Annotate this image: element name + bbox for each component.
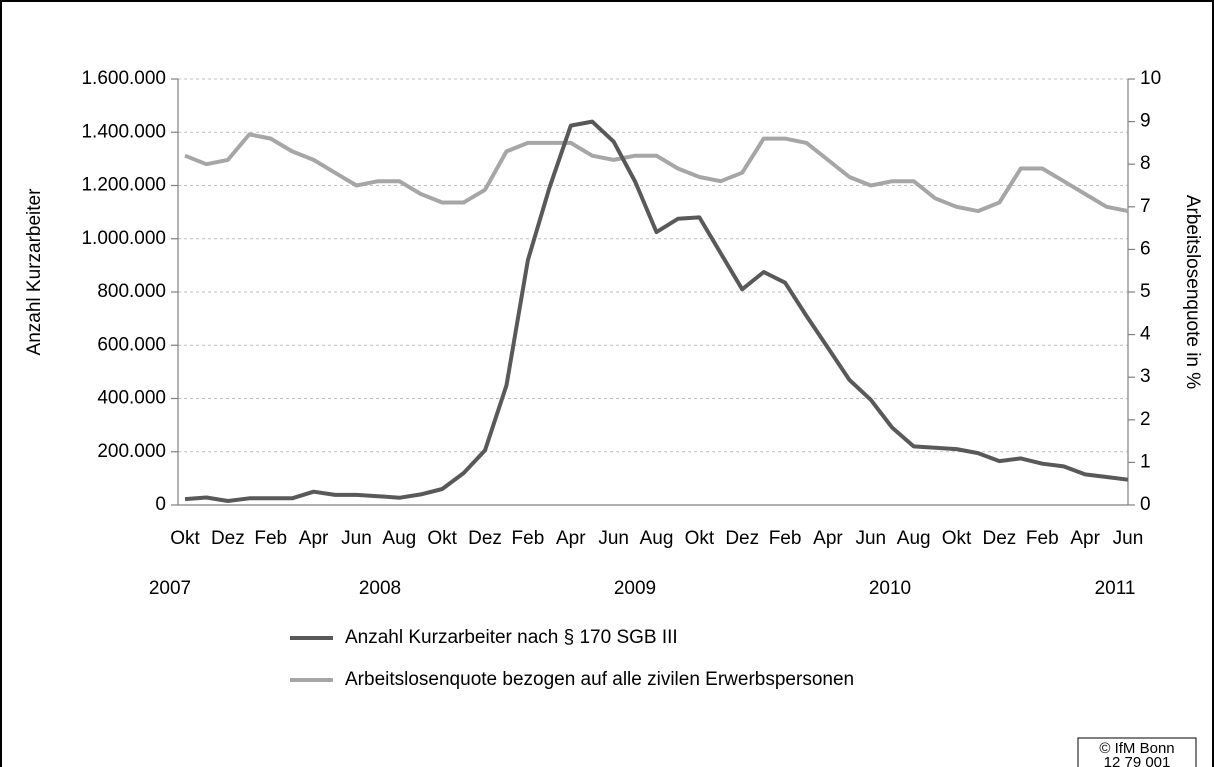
x-tick-label: Feb xyxy=(254,528,287,549)
year-label: 2010 xyxy=(869,578,911,599)
x-tick-label: Aug xyxy=(640,528,674,549)
x-tick-label: Dez xyxy=(468,528,502,549)
y-axis-label: Anzahl Kurzarbeiter xyxy=(24,188,45,356)
x-tick-label: Apr xyxy=(556,528,586,549)
y2-tick-label: 4 xyxy=(1140,324,1151,345)
x-tick-label: Okt xyxy=(942,528,972,549)
x-tick-label: Okt xyxy=(170,528,200,549)
y2-tick-label: 10 xyxy=(1140,68,1161,89)
x-tick-label: Jun xyxy=(1113,528,1144,549)
x-tick-label: Dez xyxy=(211,528,245,549)
y-tick-label: 400.000 xyxy=(97,388,166,409)
y2-tick-label: 3 xyxy=(1140,366,1151,387)
y-tick-label: 0 xyxy=(155,494,166,515)
year-label: 2011 xyxy=(1095,578,1136,599)
y-tick-label: 1.000.000 xyxy=(81,228,166,249)
y2-tick-label: 7 xyxy=(1140,196,1151,217)
x-tick-label: Aug xyxy=(382,528,416,549)
x-tick-label: Okt xyxy=(685,528,715,549)
y2-tick-label: 5 xyxy=(1140,281,1151,302)
y2-tick-label: 9 xyxy=(1140,111,1151,132)
y2-tick-label: 2 xyxy=(1140,409,1151,430)
series-line xyxy=(184,132,1129,214)
y2-axis-label: Arbeitslosenquote in % xyxy=(1182,195,1203,389)
x-tick-label: Aug xyxy=(897,528,931,549)
year-label: 2007 xyxy=(149,578,191,599)
x-tick-label: Apr xyxy=(813,528,843,549)
x-tick-label: Apr xyxy=(299,528,329,549)
x-tick-label: Feb xyxy=(1026,528,1059,549)
year-label: 2009 xyxy=(614,578,656,599)
y-tick-label: 600.000 xyxy=(97,334,166,355)
source-box xyxy=(1077,737,1197,767)
legend-label: Arbeitslosenquote bezogen auf alle zivil… xyxy=(345,669,854,690)
x-tick-label: Jun xyxy=(598,528,629,549)
y-tick-label: 1.400.000 xyxy=(81,121,166,142)
y2-tick-label: 6 xyxy=(1140,238,1151,259)
y2-tick-label: 0 xyxy=(1140,494,1151,515)
y-tick-label: 1.200.000 xyxy=(81,175,166,196)
x-tick-label: Apr xyxy=(1070,528,1100,549)
x-tick-label: Feb xyxy=(512,528,545,549)
year-label: 2008 xyxy=(359,578,401,599)
y-tick-label: 200.000 xyxy=(97,441,166,462)
y2-tick-label: 8 xyxy=(1140,153,1151,174)
series-line xyxy=(184,119,1129,503)
y2-tick-label: 1 xyxy=(1140,451,1151,472)
source-text: © IfM Bonn xyxy=(1099,740,1174,757)
x-tick-label: Dez xyxy=(983,528,1017,549)
legend-label: Anzahl Kurzarbeiter nach § 170 SGB III xyxy=(345,627,678,648)
x-tick-label: Dez xyxy=(725,528,759,549)
x-tick-label: Jun xyxy=(855,528,886,549)
x-tick-label: Feb xyxy=(769,528,802,549)
y-tick-label: 1.600.000 xyxy=(81,68,166,89)
source-text: 12 79 001 xyxy=(1104,754,1171,767)
y-tick-label: 800.000 xyxy=(97,281,166,302)
x-tick-label: Okt xyxy=(427,528,457,549)
x-tick-label: Jun xyxy=(341,528,372,549)
